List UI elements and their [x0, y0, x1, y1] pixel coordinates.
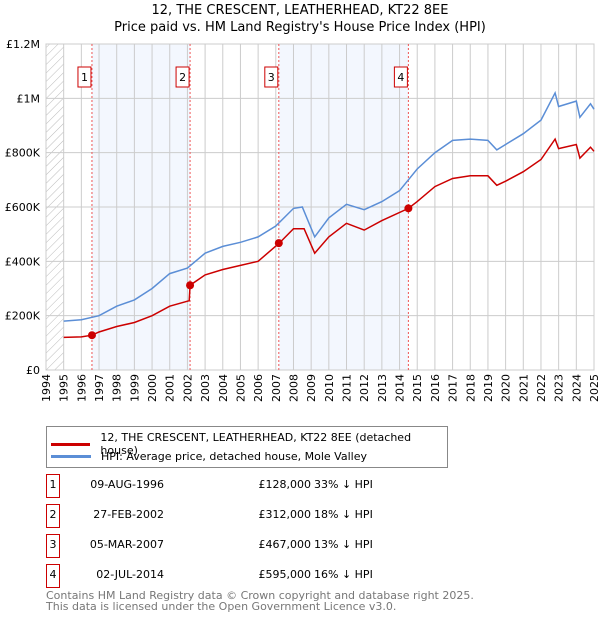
sale-date: 02-JUL-2014	[96, 568, 164, 581]
x-tick-label: 2019	[482, 374, 495, 402]
x-tick-label: 1999	[128, 374, 141, 402]
legend-swatch-red	[51, 442, 91, 446]
sale-price: £467,000	[258, 538, 312, 551]
x-tick-label: 2021	[517, 374, 530, 402]
x-tick-label: 2010	[323, 374, 336, 402]
legend-swatch-blue	[51, 455, 91, 458]
sale-date: 05-MAR-2007	[89, 538, 164, 551]
x-tick-label: 2016	[429, 374, 442, 402]
sale-number-label: 4	[397, 71, 404, 84]
sale-number-badge: 3	[46, 534, 60, 558]
sale-point	[87, 331, 96, 340]
x-tick-label: 2020	[500, 374, 513, 402]
x-tick-label: 2004	[217, 374, 230, 402]
sale-price: £128,000	[258, 478, 312, 491]
footer-line: Contains HM Land Registry data © Crown c…	[46, 589, 474, 602]
sale-point	[186, 281, 195, 290]
sale-number-label: 2	[179, 71, 186, 84]
x-tick-label: 2003	[199, 374, 212, 402]
sale-number-badge: 4	[46, 564, 60, 588]
x-tick-label: 2005	[234, 374, 247, 402]
sale-date: 27-FEB-2002	[93, 508, 164, 521]
sale-point	[404, 204, 413, 213]
chart-title: 12, THE CRESCENT, LEATHERHEAD, KT22 8EE …	[0, 2, 600, 36]
x-tick-label: 2017	[447, 374, 460, 402]
x-tick-label: 1997	[93, 374, 106, 402]
footer-line: This data is licensed under the Open Gov…	[46, 600, 397, 613]
x-tick-label: 2024	[570, 374, 583, 402]
x-tick-label: 2007	[270, 374, 283, 402]
y-tick-label: £0	[26, 364, 40, 377]
sale-number-box	[175, 66, 190, 88]
y-tick-label: £1.2M	[6, 38, 40, 51]
y-tick-label: £200K	[5, 310, 41, 323]
sale-number-label: 1	[81, 71, 88, 84]
hpi-line	[63, 90, 595, 322]
x-tick-label: 2001	[164, 374, 177, 402]
price-chart: 1994 1995 1996 1997 1998 1999 2000 2001 2002 2003…	[5, 38, 600, 402]
legend-item-property: 12, THE CRESCENT, LEATHERHEAD, KT22 8EE …	[51, 431, 447, 457]
legend-label: 12, THE CRESCENT, LEATHERHEAD, KT22 8EE …	[100, 431, 412, 457]
x-tick-label: 2008	[287, 374, 300, 402]
sale-date: 09-AUG-1996	[90, 478, 164, 491]
sale-point	[274, 239, 283, 248]
y-tick-label: £600K	[5, 201, 41, 214]
sale-hpi-diff: 13% ↓ HPI	[314, 538, 373, 551]
sale-number-box	[264, 66, 279, 88]
sale-row: 2 27-FEB-2002 £312,000 18% ↓ HPI	[46, 504, 406, 528]
x-tick-label: 2000	[146, 374, 159, 402]
sale-price: £312,000	[258, 508, 312, 521]
x-tick-label: 2002	[181, 374, 194, 402]
sale-number-badge: 1	[46, 474, 60, 498]
y-tick-label: £1M	[17, 92, 41, 105]
x-tick-label: 1998	[111, 374, 124, 402]
price-paid-line	[63, 137, 595, 339]
x-tick-label: 2011	[341, 374, 354, 402]
sale-row: 4 02-JUL-2014 £595,000 16% ↓ HPI	[46, 564, 406, 588]
y-tick-label: £400K	[5, 255, 41, 268]
sale-price: £595,000	[258, 568, 312, 581]
x-tick-label: 2023	[553, 374, 566, 402]
sale-number-box	[393, 66, 408, 88]
legend-label: HPI: Average price, detached house, Mole…	[101, 450, 367, 463]
x-tick-label: 1994	[40, 374, 53, 402]
sale-number-badge: 2	[46, 504, 60, 528]
sale-hpi-diff: 18% ↓ HPI	[314, 508, 373, 521]
x-tick-label: 2022	[535, 374, 548, 402]
sale-number-box	[77, 66, 92, 88]
sale-hpi-diff: 16% ↓ HPI	[314, 568, 373, 581]
subtitle-line: Price paid vs. HM Land Registry's House …	[114, 20, 486, 35]
x-tick-label: 1995	[58, 374, 71, 402]
footer: Contains HM Land Registry data © Crown c…	[46, 590, 474, 612]
legend-item-hpi: HPI: Average price, detached house, Mole…	[51, 450, 367, 463]
y-tick-label: £800K	[5, 147, 41, 160]
x-tick-label: 2009	[305, 374, 318, 402]
x-tick-label: 2015	[411, 374, 424, 402]
sale-number-label: 3	[268, 71, 275, 84]
x-tick-label: 2018	[464, 374, 477, 402]
legend: 12, THE CRESCENT, LEATHERHEAD, KT22 8EE …	[46, 426, 448, 468]
sale-hpi-diff: 33% ↓ HPI	[314, 478, 373, 491]
x-tick-label: 2013	[376, 374, 389, 402]
x-tick-label: 2006	[252, 374, 265, 402]
x-tick-label: 2012	[358, 374, 371, 402]
sale-row: 1 09-AUG-1996 £128,000 33% ↓ HPI	[46, 474, 406, 498]
x-tick-label: 1996	[75, 374, 88, 402]
title-line: 12, THE CRESCENT, LEATHERHEAD, KT22 8EE	[151, 3, 449, 18]
x-tick-label: 2014	[394, 374, 407, 402]
x-tick-label: 2025	[588, 374, 600, 402]
sale-row: 3 05-MAR-2007 £467,000 13% ↓ HPI	[46, 534, 406, 558]
